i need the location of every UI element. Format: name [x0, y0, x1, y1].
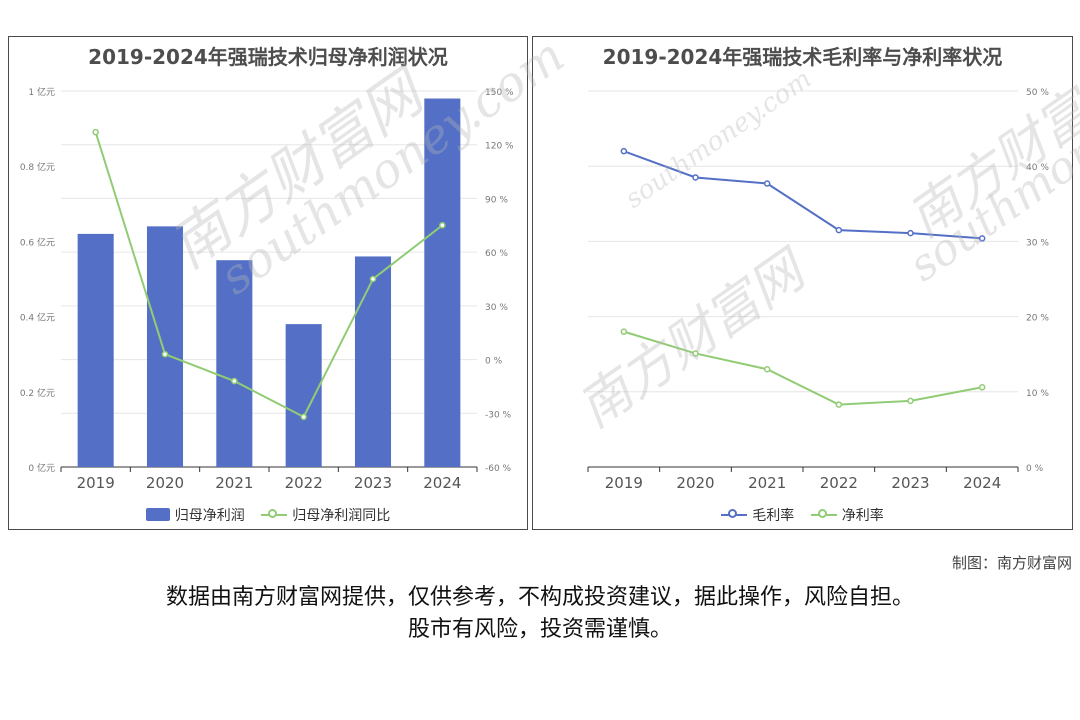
x-tick-label: 2022	[820, 474, 858, 492]
line-swatch-icon	[810, 508, 837, 521]
bar-net-profit	[424, 98, 461, 467]
point-gross-margin	[978, 235, 986, 242]
point-net-margin	[692, 350, 699, 357]
x-tick-label: 2022	[285, 474, 323, 492]
point-net-profit-yoy	[92, 128, 99, 136]
right-chart-legend: 毛利率 净利率	[533, 505, 1072, 526]
line-net-margin	[623, 330, 983, 406]
point-net-margin	[907, 397, 914, 405]
point-gross-margin	[620, 147, 628, 155]
point-net-margin	[620, 328, 628, 335]
point-net-margin	[835, 401, 843, 408]
line-swatch-icon	[261, 508, 288, 521]
y2-tick-label: 120 %	[485, 142, 514, 152]
legend-item-gross-margin[interactable]: 毛利率	[721, 505, 794, 525]
x-tick-label: 2020	[146, 474, 184, 492]
disclaimer-line-1: 数据由南方财富网提供，仅供参考，不构成投资建议，据此操作，风险自担。	[165, 585, 914, 610]
y-tick-label: 30 %	[1026, 238, 1049, 248]
bar-swatch-icon	[145, 508, 170, 521]
margin-chart: 0 % 10 % 20 % 30 % 40 % 50 % 2019 2020 2021 2022 2…	[587, 88, 1049, 492]
left-chart-title: 2019-2024年强瑞技术归母净利润状况	[88, 45, 448, 69]
line-gross-margin	[623, 150, 983, 240]
legend-item-net-margin[interactable]: 净利率	[810, 505, 884, 525]
legend-item-net-profit[interactable]: 归母净利润	[145, 505, 245, 525]
legend-label-gross-margin: 毛利率	[752, 507, 795, 524]
x-tick-label: 2019	[77, 474, 115, 492]
net-profit-chart: -60 % -30 % 0 % 30 % 60 % 90 % 120 % 150 % 0 亿元 0…	[20, 86, 514, 492]
point-net-margin	[978, 384, 986, 391]
y-tick-label: 1 亿元	[28, 86, 55, 98]
bar-net-profit	[285, 324, 322, 467]
point-gross-margin	[835, 226, 843, 234]
y-tick-label: 0 %	[1026, 464, 1044, 474]
disclaimer: 数据由南方财富网提供，仅供参考，不构成投资建议，据此操作，风险自担。 股市有风险…	[0, 582, 1080, 646]
line-net-profit-yoy	[94, 131, 443, 419]
y-tick-label: 40 %	[1026, 163, 1049, 173]
bar-net-profit	[77, 233, 114, 467]
line-swatch-icon	[721, 508, 748, 521]
x-tick-label: 2019	[605, 474, 643, 492]
x-tick-label: 2020	[676, 474, 714, 492]
point-net-profit-yoy	[300, 413, 307, 421]
y2-tick-label: 60 %	[485, 249, 508, 259]
x-tick-label: 2024	[423, 474, 461, 492]
legend-label-net-margin: 净利率	[841, 507, 884, 524]
y2-tick-label: -60 %	[485, 464, 512, 474]
left-chart-legend: 归母净利润 归母净利润同比	[9, 505, 527, 526]
point-gross-margin	[907, 229, 914, 237]
y-tick-label: 10 %	[1026, 389, 1049, 399]
legend-label-net-profit: 归母净利润	[174, 507, 245, 524]
y2-tick-label: 150 %	[485, 88, 514, 98]
x-tick-label: 2023	[891, 474, 929, 492]
y-tick-label: 50 %	[1026, 88, 1049, 98]
x-tick-label: 2021	[215, 474, 253, 492]
y-tick-label: 0 亿元	[28, 462, 55, 474]
point-gross-margin	[692, 174, 699, 181]
right-chart-panel: 0 % 10 % 20 % 30 % 40 % 50 % 2019 2020 2021 2022 2…	[532, 36, 1073, 530]
x-tick-label: 2024	[963, 474, 1001, 492]
y-tick-label: 0.2 亿元	[20, 387, 55, 399]
x-tick-label: 2021	[748, 474, 786, 492]
point-net-profit-yoy	[161, 350, 169, 358]
disclaimer-line-2: 股市有风险，投资需谨慎。	[407, 617, 672, 642]
point-net-profit-yoy	[439, 222, 446, 229]
bar-net-profit	[146, 226, 184, 467]
y2-tick-label: 0 %	[485, 357, 503, 367]
y2-tick-label: 30 %	[485, 303, 508, 313]
legend-item-net-profit-yoy[interactable]: 归母净利润同比	[261, 505, 390, 525]
point-net-margin	[763, 365, 771, 373]
y2-tick-label: -30 %	[485, 410, 512, 420]
y-tick-label: 0.4 亿元	[20, 312, 55, 324]
y2-tick-label: 90 %	[485, 195, 508, 205]
y-tick-label: 0.8 亿元	[20, 161, 55, 173]
y-tick-label: 20 %	[1026, 314, 1049, 324]
point-net-profit-yoy	[231, 377, 238, 385]
legend-label-net-profit-yoy: 归母净利润同比	[292, 507, 391, 524]
right-chart-title: 2019-2024年强瑞技术毛利率与净利率状况	[602, 45, 1003, 69]
x-tick-label: 2023	[354, 474, 392, 492]
point-net-profit-yoy	[369, 275, 377, 283]
left-chart-panel: -60 % -30 % 0 % 30 % 60 % 90 % 120 % 150 % 0 亿元 0…	[8, 36, 528, 530]
point-gross-margin	[763, 180, 771, 187]
bar-net-profit	[354, 256, 392, 467]
bar-net-profit	[216, 260, 253, 467]
chart-credit: 制图：南方财富网	[951, 554, 1072, 572]
y-tick-label: 0.6 亿元	[20, 236, 55, 248]
